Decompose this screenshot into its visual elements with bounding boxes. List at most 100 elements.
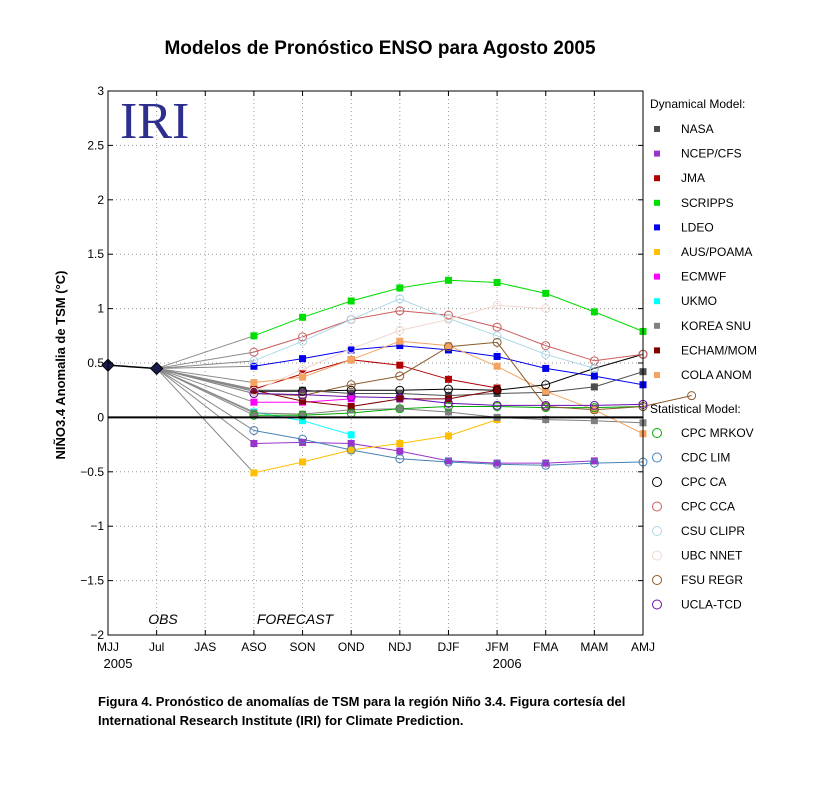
y-tick-label: −2 bbox=[90, 628, 104, 642]
point-marker bbox=[444, 375, 452, 383]
point-marker bbox=[492, 400, 502, 410]
point-marker bbox=[249, 347, 259, 357]
point-marker bbox=[250, 362, 258, 370]
legend-swatch bbox=[652, 575, 662, 585]
legend-dynamical-title: Dynamical Model: bbox=[650, 97, 745, 111]
legend-swatch bbox=[654, 175, 660, 182]
point-marker bbox=[493, 459, 501, 467]
y-tick-label: 0.5 bbox=[87, 356, 104, 370]
point-marker bbox=[492, 459, 502, 469]
legend-swatch bbox=[654, 199, 660, 206]
legend-swatch bbox=[654, 347, 660, 354]
legend-swatch bbox=[654, 224, 660, 231]
point-marker bbox=[346, 380, 356, 390]
legend-label: LDEO bbox=[681, 220, 714, 234]
caption-line-1: Figura 4. Pronóstico de anomalías de TSM… bbox=[98, 694, 626, 709]
point-marker bbox=[347, 395, 355, 403]
point-marker bbox=[443, 457, 453, 467]
point-marker bbox=[443, 314, 453, 324]
y-tick-label: 3 bbox=[97, 84, 104, 98]
connector-line bbox=[156, 367, 255, 416]
x-tick-label: SON bbox=[290, 640, 316, 654]
legend-swatch bbox=[652, 477, 662, 487]
point-marker bbox=[346, 314, 356, 324]
point-marker bbox=[298, 410, 308, 420]
point-marker bbox=[249, 388, 259, 398]
point-marker bbox=[396, 337, 404, 345]
point-marker bbox=[346, 344, 356, 354]
legend-label: CSU CLIPR bbox=[681, 524, 745, 538]
point-marker bbox=[443, 402, 453, 412]
point-marker bbox=[299, 373, 307, 381]
legend-label: NCEP/CFS bbox=[681, 147, 742, 161]
point-marker bbox=[492, 337, 502, 347]
x-tick-label: OND bbox=[338, 640, 365, 654]
point-marker bbox=[395, 404, 405, 414]
point-marker bbox=[347, 440, 355, 448]
point-marker bbox=[299, 458, 307, 466]
point-marker bbox=[590, 417, 598, 425]
series-line bbox=[253, 441, 595, 464]
point-marker bbox=[299, 397, 307, 405]
x-tick-label: JFM bbox=[485, 640, 508, 654]
point-marker bbox=[396, 395, 404, 403]
point-marker bbox=[395, 454, 405, 464]
legend-swatch bbox=[652, 599, 662, 610]
legend-swatch bbox=[652, 428, 662, 438]
point-marker bbox=[298, 390, 308, 400]
point-marker bbox=[346, 445, 356, 455]
point-marker bbox=[396, 405, 404, 413]
enso-forecast-chart: Modelos de Pronóstico ENSO para Agosto 2… bbox=[53, 38, 757, 671]
y-tick-label: −1 bbox=[90, 519, 104, 533]
point-marker bbox=[541, 460, 551, 470]
point-marker bbox=[347, 403, 355, 411]
legend-swatch bbox=[654, 150, 660, 157]
point-marker bbox=[542, 459, 550, 467]
connector-line bbox=[156, 368, 255, 474]
point-marker bbox=[299, 438, 307, 446]
point-marker bbox=[250, 379, 258, 387]
x-tick-label: AMJ bbox=[631, 640, 655, 654]
point-marker bbox=[541, 380, 551, 390]
series-line bbox=[253, 406, 644, 416]
series-line bbox=[253, 359, 498, 390]
connector-line bbox=[156, 368, 255, 431]
legend-label: CDC LIM bbox=[681, 451, 730, 465]
connector-line bbox=[156, 367, 255, 403]
point-marker bbox=[298, 365, 308, 375]
point-marker bbox=[298, 386, 308, 396]
x-tick-label: DJF bbox=[437, 640, 459, 654]
point-marker bbox=[590, 308, 598, 316]
point-marker bbox=[250, 398, 258, 406]
legend-label: UKMO bbox=[681, 294, 717, 308]
point-marker bbox=[492, 331, 502, 341]
point-marker bbox=[589, 400, 599, 410]
point-marker bbox=[443, 384, 453, 394]
point-marker bbox=[493, 386, 501, 394]
point-marker bbox=[347, 346, 355, 354]
legend-label: CPC CA bbox=[681, 475, 726, 489]
point-marker bbox=[395, 325, 405, 335]
point-marker bbox=[493, 278, 501, 286]
series-line bbox=[253, 304, 546, 392]
point-marker bbox=[589, 363, 599, 373]
series-line bbox=[253, 393, 644, 406]
connector-line bbox=[156, 365, 254, 369]
legend-label: ECHAM/MOM bbox=[681, 343, 757, 357]
point-marker bbox=[347, 446, 355, 454]
legend-swatch bbox=[654, 249, 660, 255]
legend-label: JMA bbox=[681, 171, 705, 185]
point-marker bbox=[443, 342, 453, 352]
point-marker bbox=[299, 417, 307, 425]
point-marker bbox=[249, 386, 259, 396]
legend-label: UBC NNET bbox=[681, 549, 743, 563]
point-marker bbox=[346, 385, 356, 395]
x-tick-label: MAM bbox=[580, 640, 608, 654]
legend-swatch bbox=[654, 372, 660, 378]
point-marker bbox=[396, 342, 404, 350]
y-axis-label: NIÑO3.4 Anomalia de TSM (°C) bbox=[53, 271, 68, 460]
legend-swatch bbox=[654, 273, 660, 280]
connector-line bbox=[156, 368, 255, 444]
year-label: 2006 bbox=[493, 656, 522, 671]
